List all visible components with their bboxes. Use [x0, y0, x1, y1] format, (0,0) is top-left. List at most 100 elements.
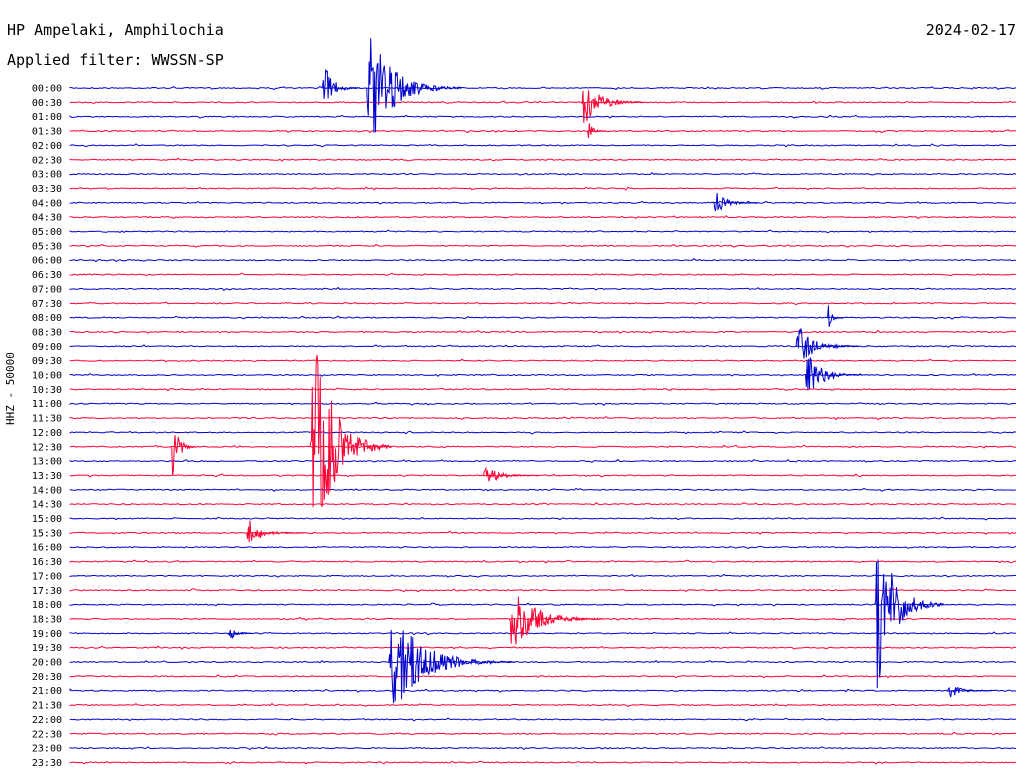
row-time-label: 07:30 [32, 299, 62, 310]
row-time-label: 21:30 [32, 701, 62, 712]
trace-row [69, 258, 1017, 263]
row-time-label: 03:00 [32, 170, 62, 181]
trace-row [69, 688, 1017, 693]
trace-row [69, 645, 1017, 650]
row-time-label: 02:00 [32, 141, 62, 152]
event-waveform [713, 193, 759, 212]
trace-row [69, 243, 1017, 248]
trace-row [69, 430, 1017, 435]
trace-row [69, 588, 1017, 593]
trace-row [69, 301, 1017, 306]
trace-row [69, 186, 1017, 191]
row-time-label: 15:30 [32, 528, 62, 539]
trace-row [69, 660, 1017, 664]
row-time-label: 23:00 [32, 744, 62, 755]
trace-row [69, 746, 1017, 751]
trace-row [69, 200, 1017, 205]
row-time-label: 18:30 [32, 614, 62, 625]
row-time-label: 22:30 [32, 729, 62, 740]
trace-row [69, 717, 1017, 722]
trace-row [69, 315, 1017, 320]
trace-row [69, 516, 1017, 521]
row-time-label: 23:30 [32, 758, 62, 769]
row-time-label: 13:00 [32, 457, 62, 468]
row-time-label: 11:30 [32, 414, 62, 425]
trace-row [69, 286, 1017, 291]
trace-row [69, 143, 1016, 148]
trace-row [69, 85, 1017, 91]
row-time-label: 05:30 [32, 241, 62, 252]
event-waveform [827, 305, 843, 327]
trace-row [69, 401, 1017, 406]
row-time-label: 09:30 [32, 356, 62, 367]
row-time-label: 18:00 [32, 600, 62, 611]
row-time-label: 19:30 [32, 643, 62, 654]
row-time-label: 17:00 [32, 571, 62, 582]
trace-row [69, 631, 1016, 636]
row-time-label: 14:30 [32, 500, 62, 511]
row-time-label: 04:30 [32, 213, 62, 224]
row-time-label: 06:00 [32, 256, 62, 267]
row-time-label: 07:00 [32, 284, 62, 295]
trace-row [69, 172, 1017, 176]
event-waveform [322, 69, 361, 99]
row-time-label: 08:00 [32, 313, 62, 324]
event-waveform [388, 629, 515, 704]
row-time-label: 21:00 [32, 686, 62, 697]
row-time-label: 05:00 [32, 227, 62, 238]
trace-row [69, 760, 1017, 765]
trace-row [69, 502, 1017, 506]
event-waveform [309, 354, 392, 508]
row-time-label: 14:00 [32, 485, 62, 496]
row-time-label: 10:00 [32, 371, 62, 382]
row-time-label: 08:30 [32, 327, 62, 338]
event-waveform [805, 357, 863, 390]
row-time-label: 04:00 [32, 198, 62, 209]
trace-row [69, 674, 1017, 679]
trace-row [69, 215, 1017, 220]
trace-row [69, 358, 1017, 363]
trace-row [69, 573, 1016, 578]
row-time-label: 12:30 [32, 442, 62, 453]
row-time-label: 01:30 [32, 127, 62, 138]
trace-row [69, 444, 1017, 449]
record-date: 2024-02-17 [925, 21, 1016, 39]
event-waveform [170, 435, 196, 476]
row-time-label: 11:00 [32, 399, 62, 410]
row-time-label: 12:00 [32, 428, 62, 439]
row-time-label: 22:00 [32, 715, 62, 726]
trace-row [69, 458, 1016, 463]
row-time-label: 10:30 [32, 385, 62, 396]
row-time-label: 16:30 [32, 557, 62, 568]
trace-row [69, 545, 1017, 549]
row-time-label: 00:00 [32, 84, 62, 95]
trace-row [69, 329, 1017, 334]
event-waveform [366, 38, 462, 133]
row-time-label: 02:30 [32, 155, 62, 166]
event-waveform [508, 596, 604, 645]
row-time-label: 16:00 [32, 543, 62, 554]
row-time-label: 19:00 [32, 629, 62, 640]
station-title: HP Ampelaki, Amphilochia [7, 21, 224, 39]
filter-label: Applied filter: WWSSN-SP [7, 51, 224, 69]
trace-row [69, 372, 1017, 377]
row-time-label: 03:30 [32, 184, 62, 195]
trace-row [69, 229, 1017, 234]
trace-row [69, 473, 1017, 478]
event-waveform [483, 466, 541, 482]
row-time-label: 13:30 [32, 471, 62, 482]
row-time-label: 20:00 [32, 658, 62, 669]
trace-row [69, 487, 1017, 492]
event-waveform [795, 328, 859, 359]
trace-row [69, 100, 1016, 105]
event-waveform [580, 90, 644, 123]
trace-row [69, 114, 1017, 119]
trace-row [69, 602, 1017, 607]
row-time-label: 17:30 [32, 586, 62, 597]
event-waveform [227, 629, 253, 640]
event-waveform [947, 686, 992, 698]
trace-row [69, 344, 1017, 348]
row-time-label: 00:30 [32, 98, 62, 109]
trace-row [69, 702, 1017, 707]
